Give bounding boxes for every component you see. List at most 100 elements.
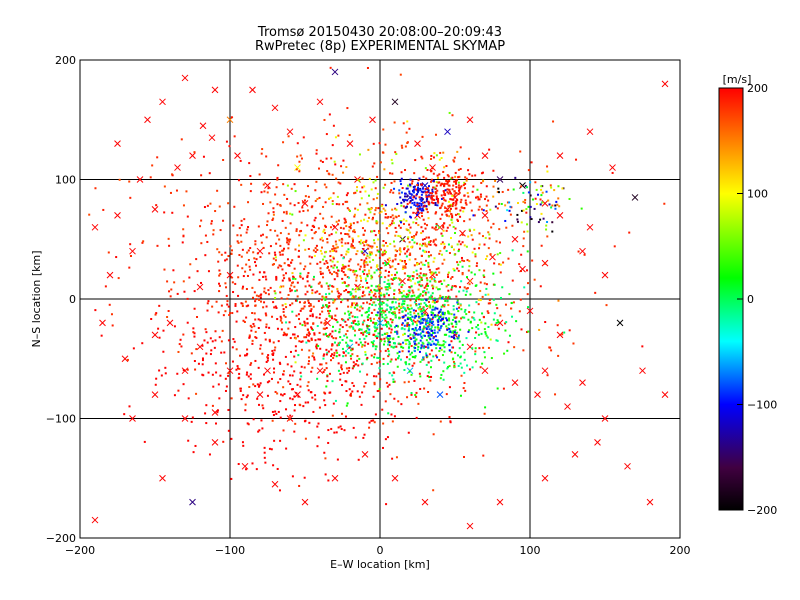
data-dot: [425, 354, 428, 357]
data-dot: [316, 248, 319, 251]
data-dot: [404, 206, 407, 209]
data-dot: [432, 240, 435, 243]
data-dot: [421, 135, 424, 138]
data-dot: [417, 342, 420, 345]
data-dot: [442, 229, 445, 232]
data-dot: [451, 325, 454, 328]
data-dot: [337, 344, 340, 347]
data-dot: [412, 211, 415, 214]
data-dot: [143, 440, 146, 443]
data-dot: [238, 227, 241, 230]
data-dot: [262, 202, 265, 205]
data-dot: [336, 246, 339, 249]
data-dot: [498, 228, 501, 231]
data-dot: [293, 285, 296, 288]
data-dot: [361, 270, 364, 273]
data-point-stroke: [294, 164, 301, 171]
data-dot: [544, 321, 547, 324]
data-dot: [376, 356, 379, 359]
data-dot: [246, 251, 249, 254]
data-dot: [377, 288, 380, 291]
data-dot: [346, 107, 349, 110]
data-dot: [414, 197, 417, 200]
data-dot: [340, 241, 343, 244]
data-dot: [361, 345, 364, 348]
data-dot: [289, 374, 292, 377]
data-dot: [455, 179, 458, 182]
data-point-stroke: [466, 522, 474, 530]
data-point-stroke: [286, 128, 294, 136]
data-dot: [426, 282, 429, 285]
data-dot: [357, 458, 360, 461]
data-dot: [350, 245, 353, 248]
data-dot: [313, 332, 316, 335]
data-dot: [417, 315, 420, 318]
data-dot: [285, 408, 288, 411]
data-dot: [331, 414, 334, 417]
data-dot: [384, 438, 387, 441]
data-point-stroke: [129, 247, 136, 255]
data-dot: [412, 309, 415, 312]
data-point: [534, 391, 541, 398]
data-dot: [222, 440, 225, 443]
data-dot: [358, 268, 361, 271]
data-dot: [389, 337, 392, 340]
data-dot: [435, 268, 438, 271]
data-dot: [379, 271, 382, 274]
data-dot: [272, 263, 275, 266]
data-dot: [346, 285, 349, 288]
data-dot: [386, 304, 389, 307]
data-dot: [387, 355, 390, 358]
data-dot: [488, 233, 491, 236]
data-dot: [395, 456, 398, 459]
data-dot: [331, 380, 334, 383]
data-point: [324, 319, 331, 327]
data-dot: [241, 441, 244, 444]
data-dot: [433, 198, 436, 201]
data-dot: [280, 265, 283, 268]
data-dot: [375, 220, 378, 223]
data-dot: [272, 352, 275, 355]
data-dot: [481, 295, 484, 298]
data-dot: [334, 329, 337, 332]
data-dot: [487, 302, 490, 305]
data-point-stroke: [91, 223, 99, 231]
data-dot: [435, 211, 438, 214]
data-dot: [355, 276, 358, 279]
data-dot: [426, 188, 429, 191]
data-dot: [362, 290, 365, 293]
data-dot: [438, 252, 441, 255]
data-dot: [303, 305, 306, 308]
data-dot: [413, 312, 416, 315]
data-dot: [403, 328, 406, 331]
data-dot: [201, 344, 204, 347]
data-dot: [395, 216, 398, 219]
data-dot: [439, 249, 442, 252]
data-dot: [346, 329, 349, 332]
data-dot: [376, 327, 379, 330]
data-dot: [400, 345, 403, 348]
data-dot: [418, 372, 421, 375]
data-dot: [391, 214, 394, 217]
data-dot: [258, 173, 261, 176]
data-dot: [403, 247, 406, 250]
data-point: [226, 367, 234, 375]
data-dot: [412, 196, 415, 199]
data-dot: [311, 237, 314, 240]
data-dot: [363, 319, 366, 322]
data-dot: [557, 197, 560, 200]
data-dot: [263, 190, 266, 193]
data-dot: [405, 296, 408, 299]
data-dot: [313, 275, 316, 278]
data-dot: [329, 226, 332, 229]
data-dot: [613, 245, 616, 248]
data-dot: [442, 190, 445, 193]
data-dot: [546, 221, 549, 224]
data-dot: [419, 332, 422, 335]
data-dot: [412, 277, 415, 280]
data-dot: [325, 362, 328, 365]
data-dot: [331, 330, 334, 333]
data-dot: [540, 212, 543, 215]
data-dot: [325, 367, 328, 370]
data-dot: [293, 355, 296, 358]
